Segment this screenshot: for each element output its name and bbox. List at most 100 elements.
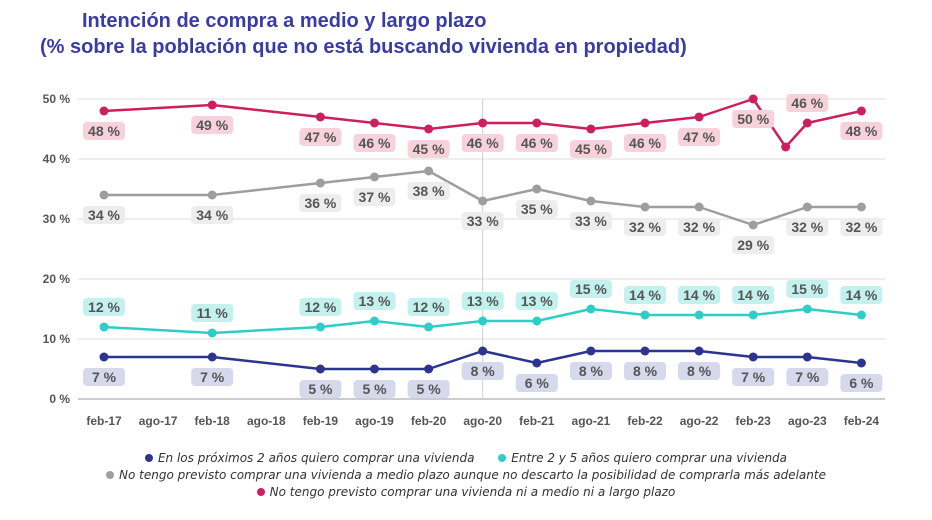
data-label-background — [569, 212, 612, 230]
data-label: 48 % — [845, 123, 877, 139]
data-label: 45 % — [575, 141, 607, 157]
data-point — [424, 124, 434, 134]
y-tick-label: 30 % — [43, 212, 71, 226]
legend-label: En los próximos 2 años quiero comprar un… — [157, 451, 475, 465]
data-label-background — [83, 206, 125, 224]
data-point — [694, 112, 704, 122]
data-label: 11 % — [197, 305, 229, 321]
legend-row-3: No tengo previsto comprar una vivienda n… — [0, 485, 932, 499]
x-tick-label: feb-24 — [844, 414, 880, 428]
data-label: 7 % — [795, 369, 820, 385]
data-label-background — [353, 380, 396, 398]
data-label-background — [461, 362, 504, 380]
data-label: 7 % — [200, 369, 225, 385]
x-tick-label: ago-19 — [355, 414, 394, 428]
data-label-background — [624, 286, 666, 304]
data-point — [478, 316, 488, 326]
x-tick-label: feb-18 — [195, 414, 231, 428]
legend-dot-icon — [144, 454, 153, 462]
x-tick-label: feb-22 — [627, 414, 663, 428]
legend-dot-icon — [498, 454, 507, 462]
data-label: 46 % — [521, 135, 553, 151]
data-label: 14 % — [683, 287, 715, 303]
x-tick-label: feb-20 — [411, 414, 447, 428]
data-label: 5 % — [362, 381, 387, 397]
data-point — [478, 346, 488, 356]
data-point — [370, 316, 379, 326]
data-point — [315, 178, 325, 188]
data-label: 46 % — [467, 135, 499, 151]
data-label: 8 % — [633, 363, 658, 379]
data-label: 15 % — [791, 281, 823, 297]
data-label-background — [407, 298, 450, 316]
legend-label: No tengo previsto comprar una vivienda a… — [119, 468, 826, 482]
data-label-background — [678, 362, 721, 380]
data-point — [802, 202, 812, 212]
data-label: 35 % — [521, 201, 553, 217]
data-label-background — [624, 218, 666, 236]
data-label-background — [569, 362, 612, 380]
data-point — [478, 118, 488, 128]
data-label-background — [786, 94, 829, 112]
data-point — [370, 172, 379, 182]
y-tick-label: 20 % — [43, 272, 71, 286]
data-point — [207, 328, 217, 338]
data-label-background — [678, 286, 721, 304]
data-label: 6 % — [849, 375, 874, 391]
data-label: 6 % — [525, 375, 550, 391]
data-label-background — [515, 134, 558, 152]
data-label-background — [191, 116, 234, 134]
data-point — [532, 118, 542, 128]
data-label: 13 % — [467, 293, 499, 309]
data-label: 45 % — [413, 141, 445, 157]
legend-item-no-medium-term: No tengo previsto comprar una vivienda a… — [106, 468, 826, 482]
data-label-background — [299, 298, 342, 316]
data-point — [748, 352, 758, 362]
data-label-background — [407, 140, 450, 158]
data-label: 7 % — [92, 369, 117, 385]
data-label-background — [461, 134, 504, 152]
data-label-background — [353, 292, 396, 310]
data-label: 34 % — [196, 207, 228, 223]
data-label-background — [353, 188, 396, 206]
series-line — [103, 97, 862, 149]
data-label: 12 % — [88, 299, 120, 315]
x-tick-label: ago-21 — [572, 414, 611, 428]
data-label-background — [191, 368, 234, 386]
data-label: 32 % — [629, 219, 661, 235]
data-label-background — [353, 134, 396, 152]
data-point — [781, 142, 791, 152]
data-label-background — [407, 380, 450, 398]
data-label: 33 % — [467, 213, 499, 229]
legend-label: Entre 2 y 5 años quiero comprar una vivi… — [511, 451, 788, 465]
data-point — [640, 310, 650, 320]
data-label: 14 % — [629, 287, 661, 303]
data-label: 32 % — [791, 219, 823, 235]
x-tick-label: ago-18 — [247, 414, 286, 428]
data-point — [856, 202, 866, 212]
x-tick-label: ago-23 — [788, 414, 827, 428]
data-label-background — [678, 128, 721, 146]
data-label: 32 % — [845, 219, 877, 235]
data-label: 46 % — [359, 135, 391, 151]
data-label-background — [786, 218, 829, 236]
data-label-background — [678, 218, 721, 236]
data-label: 8 % — [687, 363, 712, 379]
legend-dot-icon — [256, 488, 265, 496]
data-point — [640, 202, 650, 212]
data-point — [748, 310, 758, 320]
data-point — [694, 310, 704, 320]
chart-subtitle: (% sobre la población que no está buscan… — [40, 36, 687, 58]
data-label-background — [515, 200, 558, 218]
data-label: 12 % — [413, 299, 445, 315]
data-point — [99, 322, 109, 332]
data-label: 36 % — [304, 195, 336, 211]
data-point — [748, 220, 758, 230]
x-tick-label: feb-17 — [86, 414, 122, 428]
data-label-background — [191, 206, 234, 224]
data-label: 33 % — [575, 213, 607, 229]
data-point — [99, 190, 109, 200]
data-label-background — [786, 368, 829, 386]
data-label-background — [840, 122, 883, 140]
